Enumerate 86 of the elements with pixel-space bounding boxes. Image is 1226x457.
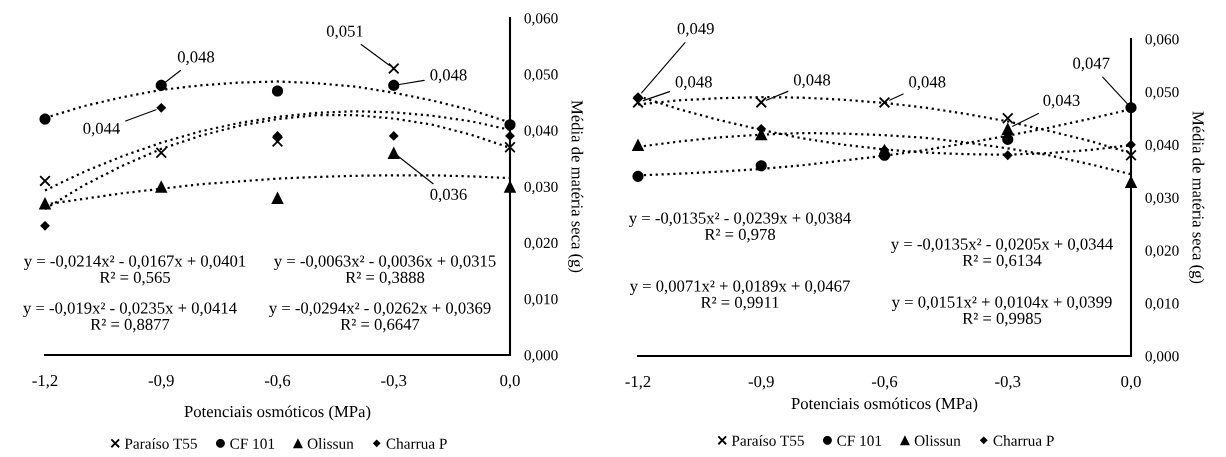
y-tick-label: 0,000	[524, 350, 558, 363]
point	[1124, 175, 1138, 188]
x-tick-label: -1,2	[625, 375, 651, 390]
annotation: 0,048	[177, 51, 215, 65]
point	[388, 79, 400, 91]
annotation: 0,048	[793, 74, 831, 88]
point	[39, 175, 51, 187]
point	[1002, 150, 1013, 161]
point	[155, 79, 167, 91]
legend-label: Olissun	[307, 438, 354, 449]
annotation: y = 0,0071x² + 0,0189x + 0,0467 R² = 0,9911	[629, 280, 850, 311]
x-tick-label: 0,0	[500, 374, 520, 389]
annotation: y = 0,0151x² + 0,0104x + 0,0399 R² = 0,9985	[891, 296, 1112, 327]
y-axis-title: Média de matéria seca (g)	[568, 100, 584, 273]
y-tick-label: 0,060	[1145, 34, 1179, 47]
point	[878, 96, 891, 109]
x-tick-label: -1,2	[32, 374, 58, 389]
point	[504, 119, 516, 131]
annotation: y = -0,0135x² - 0,0205x + 0,0344 R² = 0,6134	[891, 238, 1113, 269]
x-tick-label: 0,0	[1121, 375, 1141, 390]
annotation: y = -0,0063x² - 0,0036x + 0,0315 R² = 0,3888	[274, 255, 496, 286]
legend-label: CF 101	[230, 438, 275, 449]
legend-label: Charrua P	[386, 438, 447, 449]
y-tick-label: 0,060	[524, 13, 558, 26]
legend-label: Charrua P	[993, 435, 1054, 446]
x-axis-title: Potenciais osmóticos (MPa)	[791, 397, 978, 413]
point	[504, 141, 516, 153]
x-tick-label: -0,6	[264, 374, 291, 389]
point	[272, 131, 283, 141]
annotation: 0,047	[1073, 57, 1110, 72]
point	[755, 96, 768, 109]
point	[503, 180, 517, 193]
y-tick-label: 0,040	[1145, 139, 1179, 153]
y-tick-label: 0,010	[524, 293, 558, 307]
point	[155, 147, 168, 159]
point	[271, 191, 284, 204]
y-axis-title: Média de matéria seca (g)	[1189, 111, 1205, 284]
point	[755, 160, 767, 172]
point	[38, 197, 52, 210]
y-tick-label: 0,030	[1145, 192, 1179, 206]
x-tick-label: -0,6	[871, 375, 898, 390]
point	[631, 138, 645, 151]
annotation: y = -0,0135x² - 0,0239x + 0,0384 R² = 0,978	[629, 212, 851, 243]
y-tick-label: 0,000	[1145, 351, 1179, 364]
annotation: 0,049	[677, 23, 714, 37]
point	[271, 85, 284, 97]
point	[1001, 122, 1014, 136]
point	[156, 102, 167, 113]
annotation: 0,048	[430, 69, 467, 83]
annotation: 0,048	[909, 76, 946, 90]
x-tick-label: -0,9	[148, 374, 174, 389]
legend-label: Paraíso T55	[731, 435, 804, 446]
annotation: 0,048	[675, 76, 712, 90]
legend-label: Olissun	[914, 435, 961, 446]
point	[1126, 139, 1136, 150]
point	[1125, 149, 1137, 161]
y-tick-label: 0,020	[1145, 245, 1179, 258]
point	[387, 146, 400, 160]
point	[271, 135, 284, 148]
point	[40, 220, 50, 231]
point	[632, 96, 644, 109]
point	[1125, 102, 1137, 114]
y-tick-label: 0,010	[1145, 298, 1179, 311]
x-tick-label: -0,3	[381, 374, 407, 389]
point	[39, 113, 51, 125]
legend-label: Paraíso T55	[124, 438, 197, 449]
x-axis-title: Potenciais osmóticos (MPa)	[184, 405, 371, 421]
y-tick-label: 0,050	[1145, 86, 1179, 100]
annotation: 0,043	[1043, 94, 1080, 109]
point	[388, 131, 399, 141]
annotation: y = -0,019x² - 0,0235x + 0,0414 R² = 0,8877	[23, 302, 237, 333]
annotation: 0,036	[430, 188, 467, 203]
y-tick-label: 0,020	[524, 237, 558, 251]
annotation: y = -0,0214x² - 0,0167x + 0,0401 R² = 0,565	[24, 255, 246, 286]
x-tick-label: -0,9	[748, 375, 774, 390]
annotation: y = -0,0294x² - 0,0262x + 0,0369 R² = 0,6647	[269, 302, 491, 333]
annotation: 0,044	[83, 122, 120, 137]
y-tick-label: 0,050	[524, 69, 558, 82]
legend-label: CF 101	[837, 435, 882, 446]
y-tick-label: 0,040	[524, 125, 558, 138]
x-tick-label: -0,3	[995, 375, 1021, 390]
point	[387, 62, 400, 75]
y-tick-label: 0,030	[524, 181, 558, 195]
point	[632, 170, 644, 182]
annotation: 0,051	[326, 25, 363, 40]
point	[155, 180, 168, 193]
